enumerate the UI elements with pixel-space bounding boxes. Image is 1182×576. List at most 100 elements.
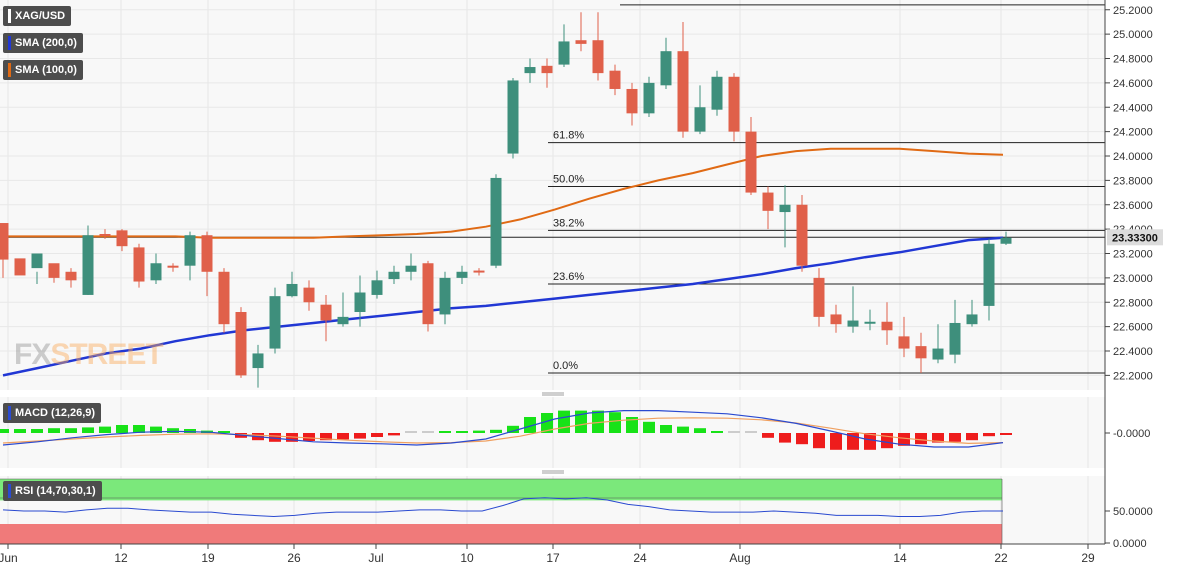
macd-histogram-bar xyxy=(473,430,485,433)
legend-macd[interactable]: MACD (12,26,9) xyxy=(3,403,102,423)
x-tick-label: Jul xyxy=(368,551,383,565)
macd-histogram-bar xyxy=(898,433,910,446)
macd-histogram-bar xyxy=(31,429,43,433)
watermark-street: STREET xyxy=(50,338,163,371)
macd-histogram-bar xyxy=(269,433,281,442)
candle-body xyxy=(898,336,910,349)
legend-sma200[interactable]: SMA (200,0) xyxy=(3,33,83,53)
x-tick-label: 19 xyxy=(201,551,215,565)
candle-body xyxy=(65,271,77,281)
macd-histogram-bar xyxy=(949,433,961,442)
candle-body xyxy=(439,277,451,315)
candle-body xyxy=(31,253,43,269)
macd-histogram-bar xyxy=(864,433,876,450)
sma100-swatch xyxy=(8,63,11,77)
candle-body xyxy=(575,40,587,44)
x-tick-label: 26 xyxy=(287,551,301,565)
legend-symbol[interactable]: XAG/USD xyxy=(3,6,72,26)
fib-label: 50.0% xyxy=(553,173,584,185)
candle-body xyxy=(915,346,927,359)
x-tick-label: 14 xyxy=(893,551,907,565)
legend-sma100[interactable]: SMA (100,0) xyxy=(3,60,83,80)
fib-label: 23.6% xyxy=(553,271,584,283)
candle-body xyxy=(473,270,485,273)
grid xyxy=(0,0,1105,544)
price-tick-label: 25.2000 xyxy=(1113,5,1153,17)
candle-body xyxy=(507,80,519,154)
candle-body xyxy=(133,247,145,282)
macd-histogram-bar xyxy=(490,429,502,433)
candle-body xyxy=(14,258,26,276)
candle-body xyxy=(286,283,298,297)
candle-body xyxy=(82,235,94,295)
legend-symbol-label: XAG/USD xyxy=(15,10,66,22)
price-tick-label: 23.2000 xyxy=(1113,249,1153,261)
sma100-line xyxy=(3,147,1004,239)
macd-histogram-bar xyxy=(745,431,757,433)
candle-body xyxy=(830,314,842,325)
macd-histogram-bar xyxy=(133,425,145,433)
x-tick-label: 10 xyxy=(460,551,474,565)
candle-body xyxy=(201,235,213,272)
candle-body xyxy=(524,67,536,74)
macd-histogram-bar xyxy=(762,433,774,438)
candle-body xyxy=(847,320,859,327)
candle-body xyxy=(337,316,349,325)
candle-body xyxy=(354,292,366,312)
macd-swatch xyxy=(8,406,11,420)
macd-histogram-bar xyxy=(14,429,26,433)
last-price-label: 23.33300 xyxy=(1112,232,1158,244)
candle-body xyxy=(983,243,995,306)
macd-histogram-bar xyxy=(116,425,128,433)
candle-body xyxy=(0,223,9,260)
divider-handle-macd[interactable] xyxy=(542,392,564,396)
price-tick-label: 24.2000 xyxy=(1113,127,1153,139)
candle-body xyxy=(660,51,672,86)
candle-body xyxy=(711,76,723,110)
candle-body xyxy=(864,321,876,324)
macd-histogram-bar xyxy=(541,413,553,433)
macd-histogram-bar xyxy=(983,433,995,437)
macd-histogram-bar xyxy=(388,433,400,436)
legend-rsi[interactable]: RSI (14,70,30,1) xyxy=(3,481,102,501)
price-tick-label: 22.8000 xyxy=(1113,297,1153,309)
candle-body xyxy=(269,296,281,349)
macd-histogram-bar xyxy=(0,429,9,433)
macd-histogram-bar xyxy=(966,433,978,441)
macd-histogram-bar xyxy=(643,421,655,433)
macd-histogram-bar xyxy=(65,428,77,433)
legend-rsi-label: RSI (14,70,30,1) xyxy=(15,485,96,497)
candle-body xyxy=(592,40,604,74)
macd-histogram-bar xyxy=(660,425,672,433)
rsi-tick-label: 50.0000 xyxy=(1113,506,1153,518)
divider-handle-rsi[interactable] xyxy=(542,470,564,474)
rsi-overbought-zone xyxy=(0,479,1002,501)
macd-histogram-bar xyxy=(728,431,740,433)
candle-body xyxy=(167,265,179,268)
price-tick-label: 24.4000 xyxy=(1113,102,1153,114)
macd-histogram-bar xyxy=(354,433,366,439)
price-tick-label: 22.6000 xyxy=(1113,322,1153,334)
macd-histogram-bar xyxy=(184,429,196,433)
candle-body xyxy=(405,265,417,272)
macd-histogram-bar xyxy=(48,428,60,433)
macd-histogram-bar xyxy=(405,431,417,433)
macd-histogram-bar xyxy=(82,427,94,433)
candle-body xyxy=(490,177,502,266)
price-tick-label: 25.0000 xyxy=(1113,29,1153,41)
candle-body xyxy=(218,271,230,325)
price-tick-label: 23.0000 xyxy=(1113,273,1153,285)
macd-histogram-bar xyxy=(711,431,723,433)
candle-body xyxy=(303,287,315,303)
last-price-badge xyxy=(1107,229,1163,246)
candle-body xyxy=(881,321,893,331)
candle-body xyxy=(320,304,332,321)
price-tick-label: 24.0000 xyxy=(1113,151,1153,163)
fibonacci-levels: 0.0% 23.6% 38.2% 50.0% 61.8% xyxy=(0,4,1105,374)
macd-histogram-bar xyxy=(337,433,349,440)
macd-histogram-bar xyxy=(813,433,825,449)
price-tick-label: 22.4000 xyxy=(1113,346,1153,358)
rsi-oversold-zone xyxy=(0,524,1002,544)
